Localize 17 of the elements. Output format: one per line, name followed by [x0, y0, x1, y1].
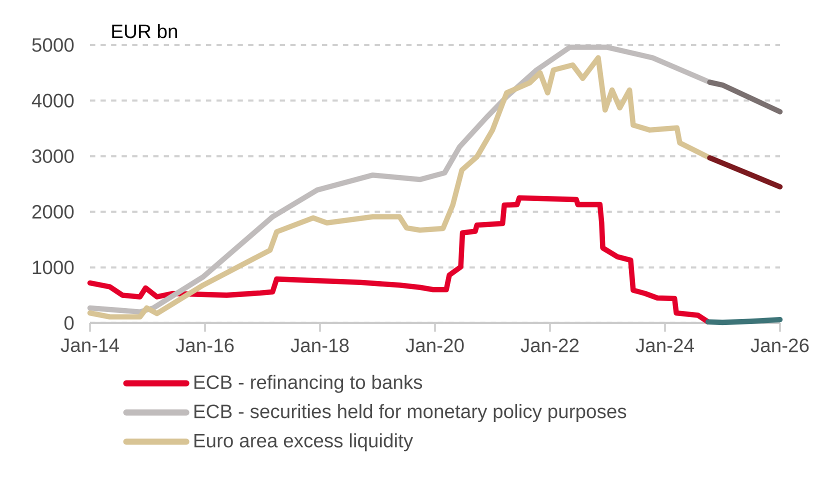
x-tick-label: Jan-20: [406, 338, 464, 352]
legend-label: ECB - securities held for monetary policy purposes: [194, 404, 626, 422]
legend-label: Euro area excess liquidity: [194, 433, 414, 452]
y-tick-label: 5000: [32, 38, 74, 52]
x-tick-label: Jan-26: [750, 338, 809, 352]
y-tick-label: 3000: [32, 149, 74, 164]
x-tick-label: Jan-14: [60, 338, 119, 352]
y-tick-label: 0: [64, 316, 74, 330]
y-tick-label: 2000: [32, 204, 74, 219]
x-tick-label: Jan-18: [290, 338, 349, 352]
y-axis-title: EUR bn: [112, 24, 177, 38]
x-tick-label: Jan-24: [636, 338, 694, 352]
x-tick-label: Jan-16: [176, 338, 234, 352]
y-tick-label: 4000: [32, 94, 74, 108]
x-tick-label: Jan-22: [520, 338, 579, 352]
legend-label: ECB - refinancing to banks: [194, 374, 422, 393]
y-tick-label: 1000: [32, 260, 74, 274]
